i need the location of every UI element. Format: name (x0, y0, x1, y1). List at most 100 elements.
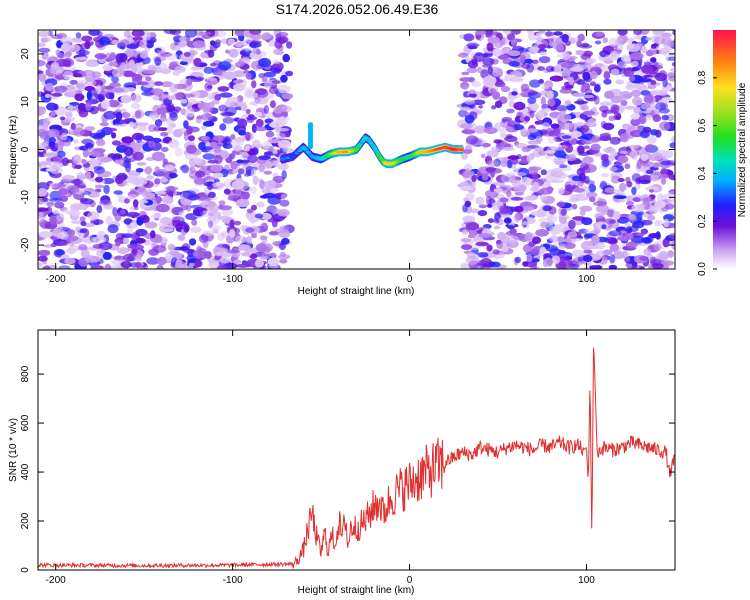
noise-blob (610, 175, 621, 184)
noise-blob (184, 108, 195, 118)
noise-blob (506, 120, 520, 128)
noise-blob (534, 120, 541, 125)
noise-blob (460, 244, 473, 251)
noise-blob (261, 188, 271, 194)
noise-blob (555, 43, 564, 53)
noise-blob (151, 151, 166, 162)
noise-blob (256, 88, 269, 98)
noise-blob (501, 116, 513, 122)
noise-blob (111, 75, 119, 83)
noise-blob (97, 170, 112, 178)
noise-blob (527, 134, 537, 141)
noise-blob (160, 131, 169, 137)
noise-blob (135, 110, 142, 119)
noise-blob (58, 188, 69, 196)
noise-blob (493, 139, 503, 144)
noise-blob (639, 130, 650, 139)
noise-blob (245, 235, 253, 245)
noise-blob (647, 215, 656, 221)
noise-blob (591, 235, 600, 245)
noise-blob (51, 92, 63, 97)
noise-blob (513, 101, 526, 111)
noise-blob (515, 142, 527, 149)
noise-blob (632, 96, 643, 107)
noise-blob (280, 251, 286, 257)
noise-blob (601, 173, 610, 178)
noise-blob (255, 118, 264, 128)
noise-blob (617, 30, 628, 36)
noise-blob (567, 57, 576, 64)
noise-blob (68, 44, 81, 52)
noise-blob (496, 240, 504, 249)
noise-blob (244, 91, 259, 99)
snr-series-line (38, 347, 675, 570)
noise-blob (607, 209, 615, 218)
snr-y-label: SNR (10 * v/v) (8, 418, 19, 482)
noise-blob (262, 141, 272, 149)
noise-blob (218, 205, 232, 211)
noise-blob (533, 146, 544, 151)
noise-blob (78, 243, 88, 250)
noise-blob (178, 211, 185, 217)
noise-blob (615, 79, 625, 85)
noise-blob (198, 196, 212, 202)
noise-blob (137, 185, 146, 193)
noise-blob (478, 204, 488, 209)
noise-blob (527, 97, 537, 104)
noise-blob (280, 194, 287, 199)
noise-blob (500, 85, 511, 93)
noise-blob (195, 170, 206, 178)
noise-blob (464, 114, 475, 124)
noise-blob (110, 220, 120, 226)
noise-blob (655, 102, 667, 111)
noise-blob (641, 237, 652, 244)
noise-blob (530, 249, 540, 255)
noise-blob (549, 225, 562, 235)
noise-blob (663, 218, 670, 228)
noise-blob (104, 85, 114, 90)
noise-blob (38, 212, 44, 218)
noise-blob (245, 131, 251, 142)
noise-blob (99, 199, 112, 206)
noise-blob (84, 126, 96, 131)
noise-blob (582, 249, 593, 254)
noise-blob (535, 209, 547, 218)
noise-blob (616, 44, 624, 51)
noise-blob (567, 231, 578, 238)
noise-blob (67, 229, 76, 236)
noise-blob (554, 160, 565, 166)
noise-blob (126, 211, 140, 218)
noise-blob (569, 130, 582, 138)
noise-blob (235, 198, 250, 208)
noise-blob (272, 150, 278, 155)
noise-blob (215, 181, 221, 186)
noise-blob (610, 68, 620, 76)
noise-blob (631, 60, 639, 67)
noise-blob (165, 252, 172, 261)
noise-blob (113, 85, 125, 95)
noise-blob (471, 80, 481, 88)
noise-blob (571, 237, 583, 242)
noise-blob (186, 78, 193, 86)
noise-blob (538, 150, 546, 156)
noise-blob (110, 40, 121, 45)
noise-blob (50, 34, 63, 40)
noise-blob (483, 126, 498, 135)
noise-blob (144, 221, 158, 229)
noise-blob (220, 111, 234, 117)
noise-blob (43, 152, 58, 158)
noise-blob (631, 66, 639, 72)
noise-blob (601, 111, 608, 118)
noise-blob (594, 40, 602, 45)
noise-blob (640, 45, 647, 54)
noise-blob (550, 123, 560, 130)
noise-blob (38, 30, 50, 38)
noise-blob (117, 247, 129, 255)
noise-blob (625, 201, 635, 206)
noise-blob (233, 79, 239, 84)
noise-blob (246, 36, 252, 44)
noise-blob (524, 58, 534, 64)
noise-blob (467, 60, 479, 69)
noise-blob (457, 52, 469, 58)
